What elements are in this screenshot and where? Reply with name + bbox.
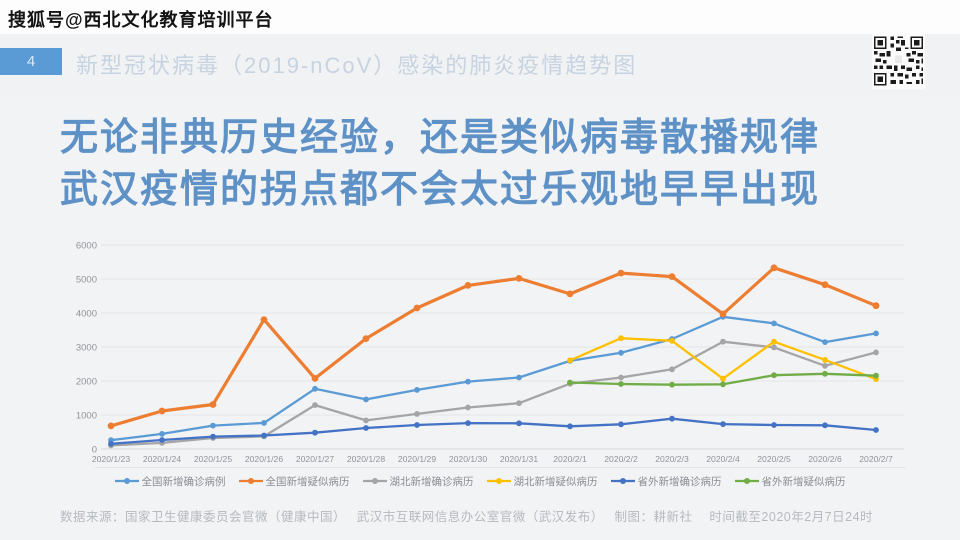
legend-item: 湖北新增确诊病历 (362, 474, 474, 489)
legend-item: 省外新增确诊病历 (610, 474, 722, 489)
legend-label: 省外新增疑似病历 (761, 475, 846, 488)
svg-text:2020/2/7: 2020/2/7 (859, 454, 893, 464)
svg-text:2020/2/3: 2020/2/3 (655, 454, 689, 464)
svg-text:2020/1/26: 2020/1/26 (245, 454, 283, 464)
legend-item: 湖北新增疑似病历 (486, 474, 598, 489)
svg-text:2020/2/6: 2020/2/6 (808, 454, 842, 464)
svg-text:2020/1/27: 2020/1/27 (296, 454, 334, 464)
svg-text:2020/2/1: 2020/2/1 (553, 454, 587, 464)
svg-text:2020/1/31: 2020/1/31 (500, 454, 538, 464)
line-chart-canvas: 0 1000 2000 3000 4000 5000 6000 2020/1/23 2020/1… (76, 241, 906, 468)
legend-item: 全国新增疑似病历 (238, 474, 350, 489)
legend-marker-icon (486, 478, 511, 484)
svg-text:4000: 4000 (76, 309, 97, 320)
legend-label: 湖北新增疑似病历 (513, 475, 598, 488)
legend-marker-icon (238, 478, 263, 484)
page-number-badge: 4 (0, 48, 62, 75)
legend-marker-icon (362, 478, 387, 484)
legend-marker-icon (114, 478, 139, 484)
legend-marker-icon (610, 478, 635, 484)
watermark-text: 搜狐号@西北文化教育培训平台 (8, 10, 274, 30)
svg-text:2020/1/23: 2020/1/23 (92, 454, 130, 464)
epidemic-trend-chart: 0 1000 2000 3000 4000 5000 6000 2020/1/23 2020/1… (50, 236, 912, 468)
svg-text:2020/1/30: 2020/1/30 (449, 454, 487, 464)
svg-text:0: 0 (92, 445, 97, 456)
legend-label: 全国新增疑似病历 (265, 475, 350, 488)
svg-text:3000: 3000 (76, 343, 97, 354)
page-title: 新型冠状病毒（2019-nCoV）感染的肺炎疫情趋势图 (76, 53, 638, 78)
svg-text:5000: 5000 (76, 275, 97, 286)
chart-legend: 全国新增确诊病例 全国新增疑似病历 湖北新增确诊病历 湖北新增疑似病历 省外新增确诊病历… (0, 472, 960, 490)
legend-label: 全国新增确诊病例 (141, 475, 226, 488)
svg-text:2000: 2000 (76, 377, 97, 388)
svg-text:6000: 6000 (76, 241, 97, 252)
svg-text:2020/1/29: 2020/1/29 (398, 454, 436, 464)
legend-label: 省外新增确诊病历 (637, 475, 722, 488)
legend-marker-icon (734, 478, 759, 484)
svg-text:2020/1/25: 2020/1/25 (194, 454, 232, 464)
qr-code-icon (872, 32, 925, 90)
header: 4 新型冠状病毒（2019-nCoV）感染的肺炎疫情趋势图 (0, 32, 960, 96)
headline-line-2: 武汉疫情的拐点都不会太过乐观地早早出现 (60, 169, 821, 211)
data-source-note: 数据来源：国家卫生健康委员会官微（健康中国） 武汉市互联网信息办公室官微（武汉发… (60, 510, 874, 524)
svg-text:2020/2/2: 2020/2/2 (604, 454, 638, 464)
svg-text:2020/1/24: 2020/1/24 (143, 454, 181, 464)
legend-item: 省外新增疑似病历 (734, 474, 846, 489)
svg-text:2020/1/28: 2020/1/28 (347, 454, 385, 464)
headline: 无论非典历史经验，还是类似病毒散播规律 武汉疫情的拐点都不会太过乐观地早早出现 (60, 112, 920, 216)
watermark-bar: 搜狐号@西北文化教育培训平台 (0, 0, 960, 34)
legend-item: 全国新增确诊病例 (114, 474, 226, 489)
headline-line-1: 无论非典历史经验，还是类似病毒散播规律 (60, 117, 821, 159)
svg-text:1000: 1000 (76, 411, 97, 422)
svg-text:2020/2/5: 2020/2/5 (757, 454, 791, 464)
legend-label: 湖北新增确诊病历 (389, 475, 474, 488)
svg-text:2020/2/4: 2020/2/4 (706, 454, 740, 464)
